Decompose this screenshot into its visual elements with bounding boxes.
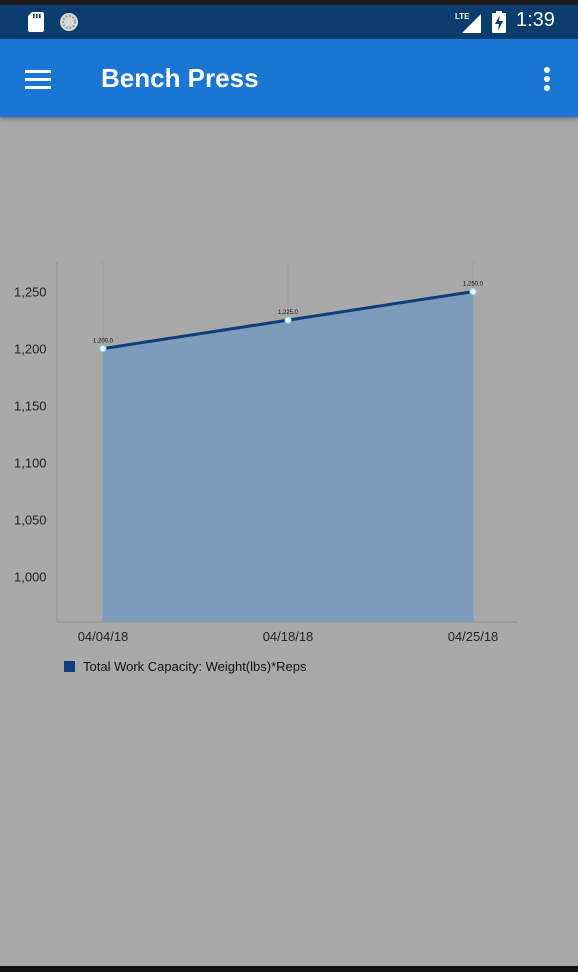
more-vertical-icon[interactable] bbox=[532, 57, 562, 101]
chart-legend: Total Work Capacity: Weight(lbs)*Reps bbox=[64, 659, 307, 674]
svg-text:LTE: LTE bbox=[455, 12, 470, 21]
y-tick-label: 1,050 bbox=[14, 512, 47, 527]
status-bar: LTE 1:39 bbox=[0, 0, 578, 39]
data-label: 1,200.0 bbox=[93, 339, 114, 345]
app-bar: Bench Press bbox=[0, 39, 578, 117]
x-tick-label: 04/25/18 bbox=[448, 629, 499, 644]
series-area bbox=[103, 291, 473, 622]
status-time: 1:39 bbox=[516, 9, 555, 31]
y-tick-label: 1,150 bbox=[14, 399, 47, 414]
y-tick-label: 1,250 bbox=[14, 285, 47, 300]
data-label: 1,225.0 bbox=[278, 310, 299, 316]
data-point bbox=[469, 288, 477, 296]
x-tick-label: 04/18/18 bbox=[263, 629, 314, 644]
sd-card-icon bbox=[28, 12, 44, 32]
hamburger-menu-icon[interactable] bbox=[16, 57, 60, 101]
signal-icon: LTE bbox=[455, 12, 481, 33]
page-title: Bench Press bbox=[101, 63, 259, 93]
sync-icon bbox=[60, 13, 78, 31]
battery-charging-icon bbox=[492, 11, 506, 33]
legend-label: Total Work Capacity: Weight(lbs)*Reps bbox=[83, 659, 307, 674]
work-capacity-chart: 1,000 1,050 1,100 1,150 1,200 1,250 04/04/18 04… bbox=[14, 262, 518, 644]
y-tick-label: 1,100 bbox=[14, 456, 47, 471]
navigation-bar-edge bbox=[0, 966, 578, 972]
data-label: 1,250.0 bbox=[463, 282, 484, 288]
data-point bbox=[99, 345, 107, 353]
x-tick-label: 04/04/18 bbox=[78, 629, 129, 644]
y-tick-label: 1,200 bbox=[14, 342, 47, 357]
data-point bbox=[284, 316, 292, 324]
status-bar-edge bbox=[0, 0, 578, 5]
y-tick-label: 1,000 bbox=[14, 569, 47, 584]
legend-swatch bbox=[64, 661, 75, 672]
